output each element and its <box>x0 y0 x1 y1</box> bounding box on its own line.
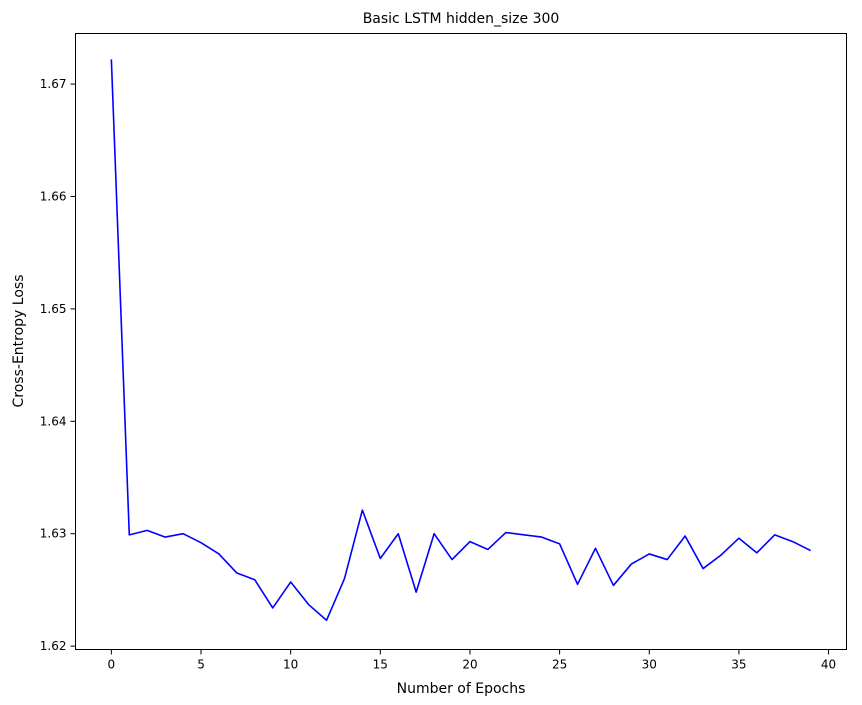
x-tick-label: 40 <box>821 658 836 672</box>
x-axis-label: Number of Epochs <box>397 681 526 697</box>
x-tick-label: 25 <box>552 658 567 672</box>
y-tick-label: 1.65 <box>40 302 67 316</box>
y-tick-label: 1.64 <box>40 414 67 428</box>
y-tick-label: 1.63 <box>40 527 67 541</box>
x-tick-label: 0 <box>108 658 116 672</box>
y-tick-label: 1.62 <box>40 639 67 653</box>
y-tick-label: 1.67 <box>40 77 67 91</box>
y-tick-label: 1.66 <box>40 189 67 203</box>
x-tick-label: 10 <box>283 658 298 672</box>
chart-title: Basic LSTM hidden_size 300 <box>363 11 560 27</box>
x-tick-label: 20 <box>462 658 477 672</box>
x-tick-label: 35 <box>731 658 746 672</box>
x-tick-label: 30 <box>642 658 657 672</box>
x-tick-label: 5 <box>197 658 205 672</box>
plot-frame <box>75 33 847 650</box>
x-tick-label: 15 <box>373 658 388 672</box>
y-axis-label: Cross-Entropy Loss <box>11 275 27 408</box>
series-line-0 <box>110 59 811 622</box>
